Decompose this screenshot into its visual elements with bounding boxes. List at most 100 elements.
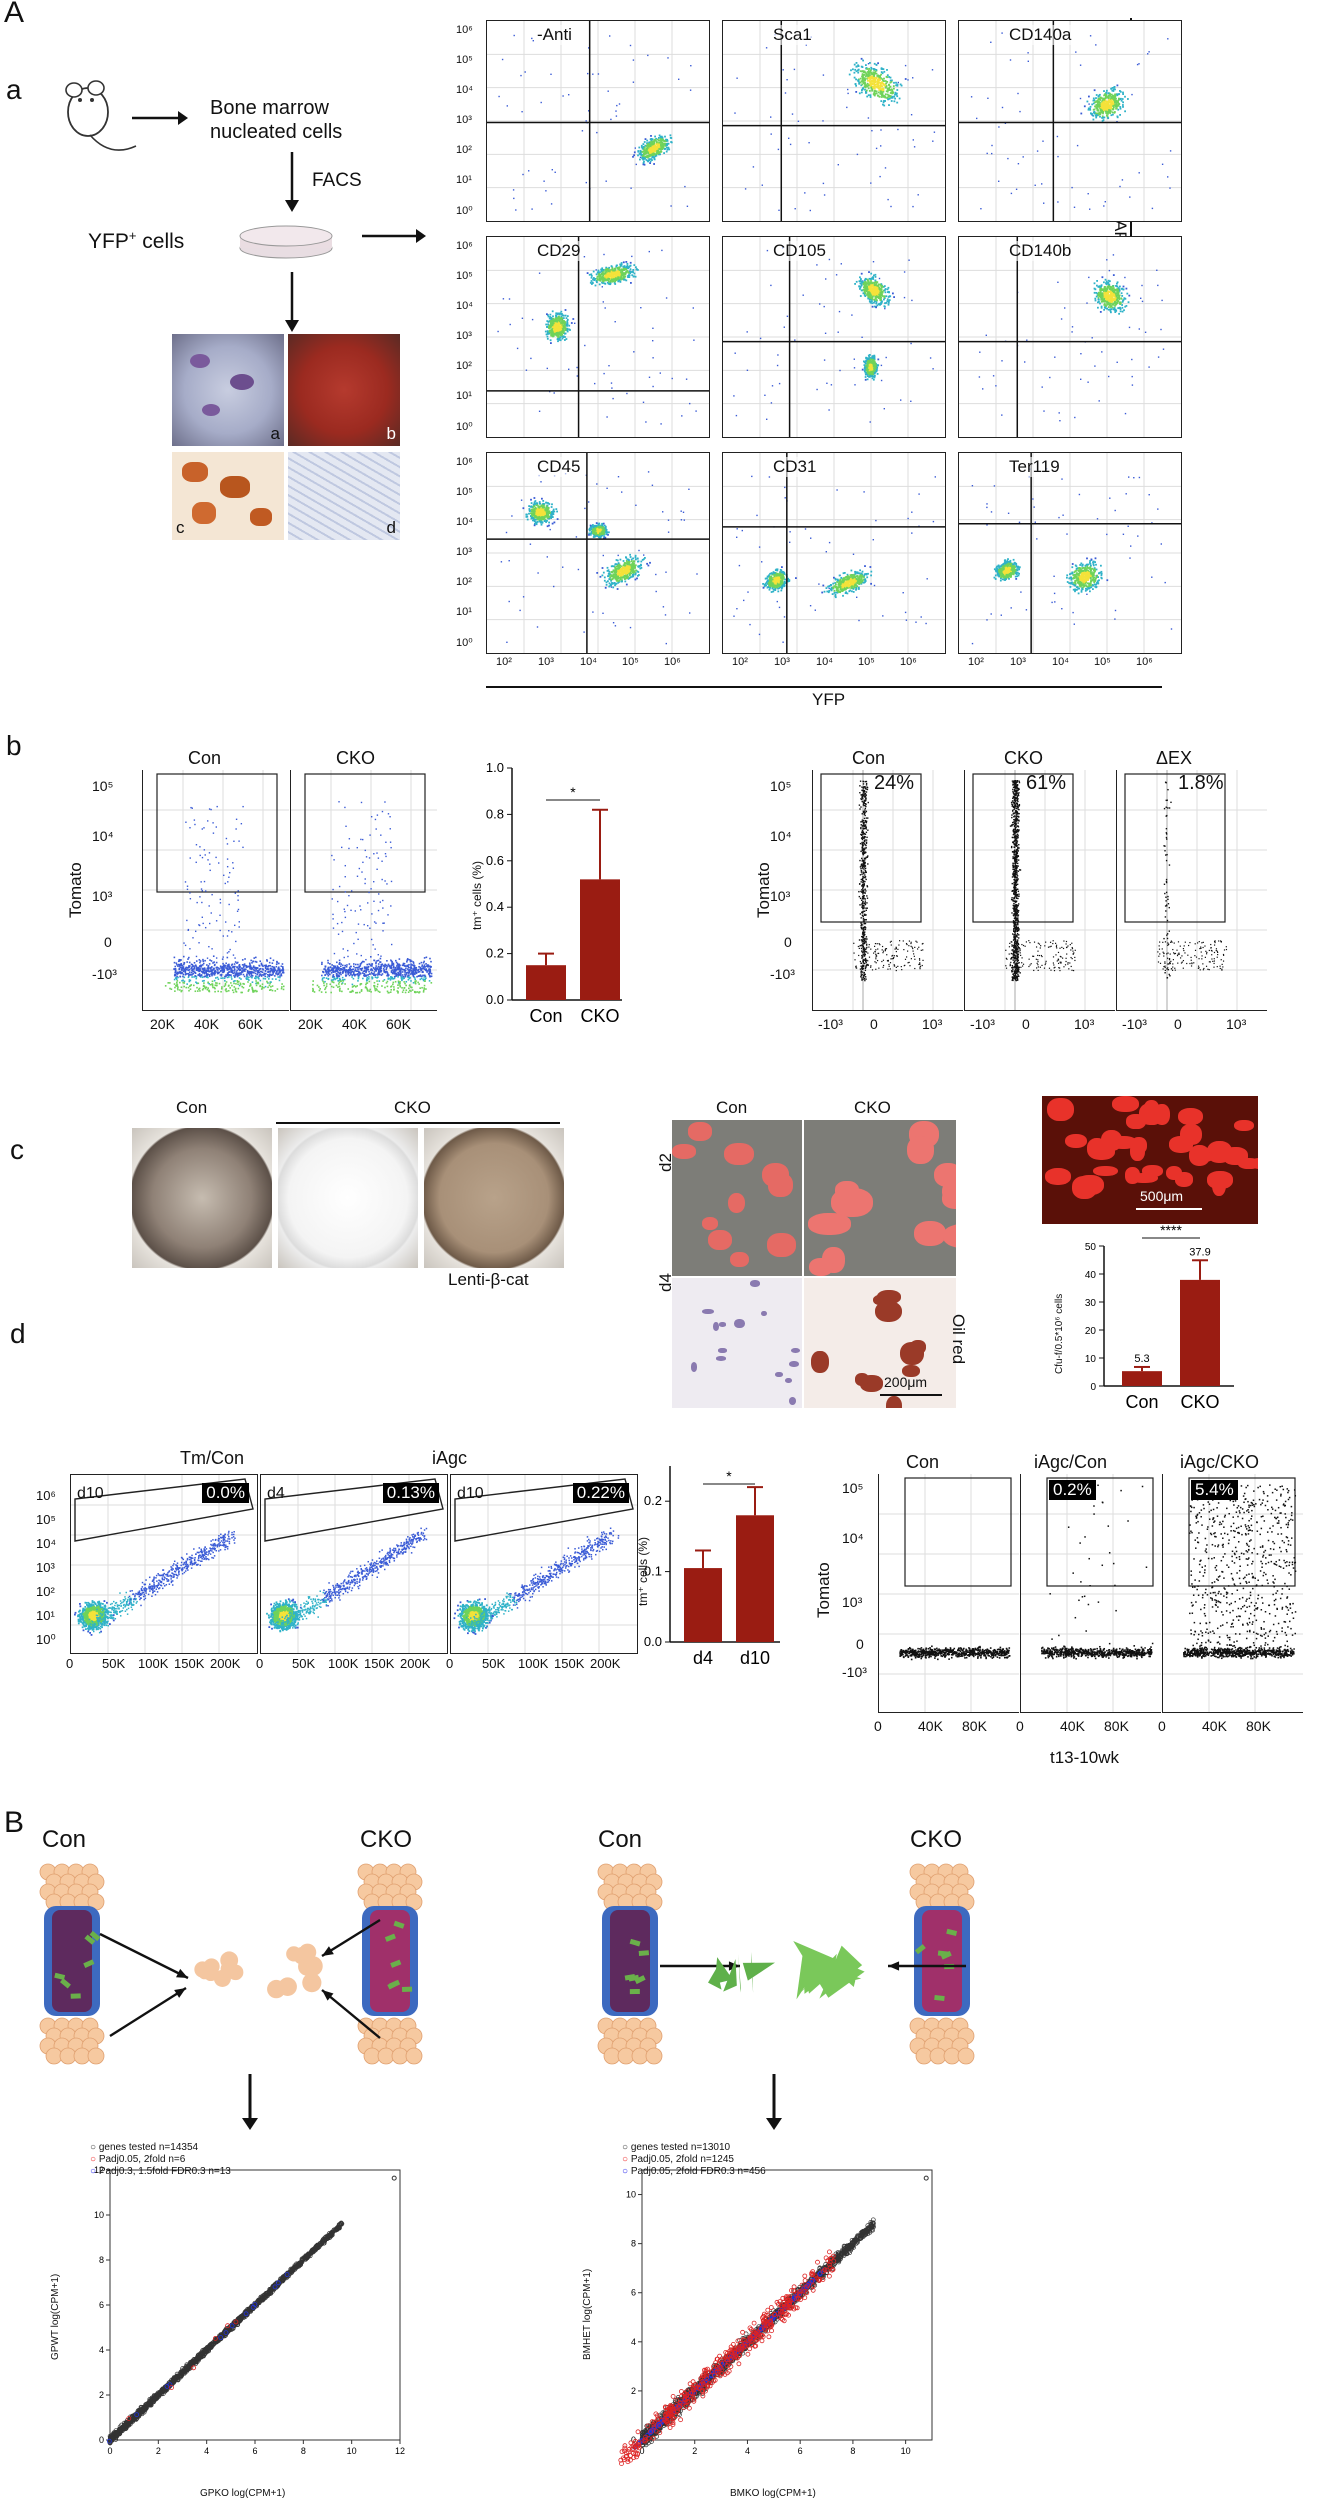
hsc-cell-7 <box>198 1966 211 1980</box>
legend-l-1-text: Padj0.05, 2fold n=6 <box>99 2154 185 2165</box>
fluor-cell-17 <box>1178 1107 1204 1125</box>
flow-a-ytick-0-0: 10⁶ <box>456 24 473 36</box>
msc-cell-5 <box>742 1962 775 1981</box>
barC-cat-0: Con <box>1125 1392 1158 1412</box>
cko-cell-7 <box>286 1946 302 1962</box>
stain-photo-b: b <box>288 334 400 446</box>
mcD4b-cell-6 <box>874 1300 903 1323</box>
flow-a-title-5: CD140b <box>1009 241 1072 261</box>
bone-marrow-label: Bone marrow nucleated cells <box>210 96 342 144</box>
flow-a-xtick-7-2: 10⁴ <box>816 656 833 668</box>
barD-ytick-2: 0.0 <box>644 1634 662 1649</box>
bone-illustrations <box>39 1863 975 2065</box>
scatR-xtick-3: 6 <box>798 2446 803 2456</box>
flow-d-xtick-1-3: 150K <box>364 1656 394 1671</box>
flow-a-ytick-3-0: 10⁶ <box>456 240 473 252</box>
flow-br-plot-1 <box>965 770 1115 1010</box>
flow-d-xtick-1-1: 50K <box>292 1656 315 1671</box>
barB-bar-1 <box>580 879 620 1000</box>
flow-br-xtick-2-1: 0 <box>1174 1016 1182 1032</box>
barB-sig: * <box>570 784 576 800</box>
flow-dr-xtick-0-2: 80K <box>962 1718 987 1734</box>
flow-dr-plot-2 <box>1163 1474 1303 1712</box>
flow-b-title-1: CKO <box>336 748 375 769</box>
flow-d-header-0: Tm/Con <box>180 1448 244 1469</box>
scatL-xtick-6: 12 <box>395 2446 405 2456</box>
msc-cko-cell-7 <box>793 1941 865 1998</box>
scatR-xtick-5: 10 <box>901 2446 911 2456</box>
flow-a-ytick-6-2: 10⁴ <box>456 516 473 528</box>
flow-d-plot-0 <box>71 1475 257 1653</box>
well-photo-con <box>132 1128 272 1268</box>
mcD4a-cell-10 <box>715 1356 727 1361</box>
mcD2a-cell-3 <box>701 1217 719 1230</box>
flow-a-cell-3: CD29 <box>486 236 710 438</box>
scatR-ytick-3: 4 <box>631 2337 636 2347</box>
flow-a-ytick-6-0: 10⁶ <box>456 456 473 468</box>
flow-br-xtick-2-0: -10³ <box>1122 1016 1147 1032</box>
flow-br-ytick-1: 10⁴ <box>770 828 792 844</box>
arrow-down-icon <box>285 152 299 212</box>
flow-b-ytick-0: 10⁵ <box>92 778 113 794</box>
barC-sig: **** <box>1160 1222 1182 1238</box>
scatter-left-ylabel: GPWT log(CPM+1) <box>50 2274 61 2360</box>
flow-d-ytick-2: 10⁴ <box>36 1536 56 1551</box>
bar-chart-d: 0.2 0.1 0.0 d4 d10 * <box>644 1466 780 1668</box>
legend-r-0: ○ genes tested n=13010 <box>622 2142 766 2154</box>
flow-a-cell-1: Sca1 <box>722 20 946 222</box>
flow-d-xtick-2-0: 0 <box>446 1656 453 1671</box>
scatR-ytick-4: 2 <box>631 2386 636 2396</box>
flow-a-xtick-6-3: 10⁵ <box>622 656 639 668</box>
mcD4b-cell-1 <box>885 1396 903 1408</box>
barC-val-1: 37.9 <box>1189 1246 1210 1258</box>
mcD2b-cell-9 <box>807 1213 852 1235</box>
flow-dr-xtick-2-1: 40K <box>1202 1718 1227 1734</box>
flow-br-xtick-0-2: 10³ <box>922 1016 942 1032</box>
barC-ytick-1: 40 <box>1085 1270 1097 1281</box>
scatR-points <box>618 2175 929 2467</box>
flow-b-ytick-1: 10⁴ <box>92 828 114 844</box>
flow-a-ytick-0-4: 10² <box>456 144 472 156</box>
flow-b-ytick-4: -10³ <box>92 966 117 982</box>
barB-ytick-5: 0.0 <box>486 992 504 1007</box>
mcD2b-cell-4 <box>942 1223 956 1248</box>
barB-bar-0 <box>526 965 566 1000</box>
panel-c-sub-letter: c <box>10 1134 24 1166</box>
barC-bar-0 <box>1122 1371 1162 1386</box>
flow-a-plot-7 <box>723 453 945 653</box>
scatter-left: 0 2 4 6 8 10 12 12 10 8 6 4 2 0 <box>94 2165 405 2456</box>
barC-bar-1 <box>1180 1279 1220 1386</box>
fluor-cell-5 <box>1237 1157 1258 1169</box>
fluor-cell-20 <box>1044 1167 1072 1185</box>
flow-d-plot-1 <box>261 1475 447 1653</box>
barC-cat-1: CKO <box>1180 1392 1219 1412</box>
scatL-xtick-5: 10 <box>347 2446 357 2456</box>
scale-bar-500 <box>1136 1208 1202 1210</box>
mcD2a-cell-0 <box>724 1143 754 1166</box>
flow-d-xtick-0-4: 200K <box>210 1656 240 1671</box>
fluor-cell-22 <box>1064 1133 1088 1149</box>
scatR-ytick-1: 8 <box>631 2239 636 2249</box>
barB-ytick-4: 0.2 <box>486 946 504 961</box>
flow-d-xtick-0-3: 150K <box>174 1656 204 1671</box>
mcD4a-cell-3 <box>701 1308 714 1314</box>
barD-ytick-0: 0.2 <box>644 1493 662 1508</box>
flow-dr-xtick-1-0: 0 <box>1016 1718 1024 1734</box>
mcD4a-cell-7 <box>719 1322 727 1327</box>
bar-chart-b: 1.0 0.8 0.6 0.4 0.2 0.0 Con CKO * <box>486 760 622 1026</box>
mcD2a-cell-4 <box>730 1251 749 1268</box>
scatL-ytick-4: 4 <box>99 2345 104 2355</box>
scatter-right-xlabel: BMKO log(CPM+1) <box>730 2488 816 2499</box>
b-con-right: Con <box>598 1826 642 1854</box>
fluor-cell-13 <box>1130 1137 1147 1155</box>
barD-bar-0 <box>684 1568 722 1642</box>
flow-dr-pct-1: 0.2% <box>1049 1480 1096 1500</box>
barC-val-0: 5.3 <box>1134 1353 1149 1365</box>
flow-br-ytick-0: 10⁵ <box>770 778 791 794</box>
barD-ytick-1: 0.1 <box>644 1564 662 1579</box>
flow-br-ytick-2: 10³ <box>770 888 790 904</box>
scale-500-label: 500μm <box>1140 1188 1183 1204</box>
flow-d-day-0: d10 <box>77 1485 104 1503</box>
flow-d-cell-2: d10 0.22% <box>450 1474 638 1654</box>
